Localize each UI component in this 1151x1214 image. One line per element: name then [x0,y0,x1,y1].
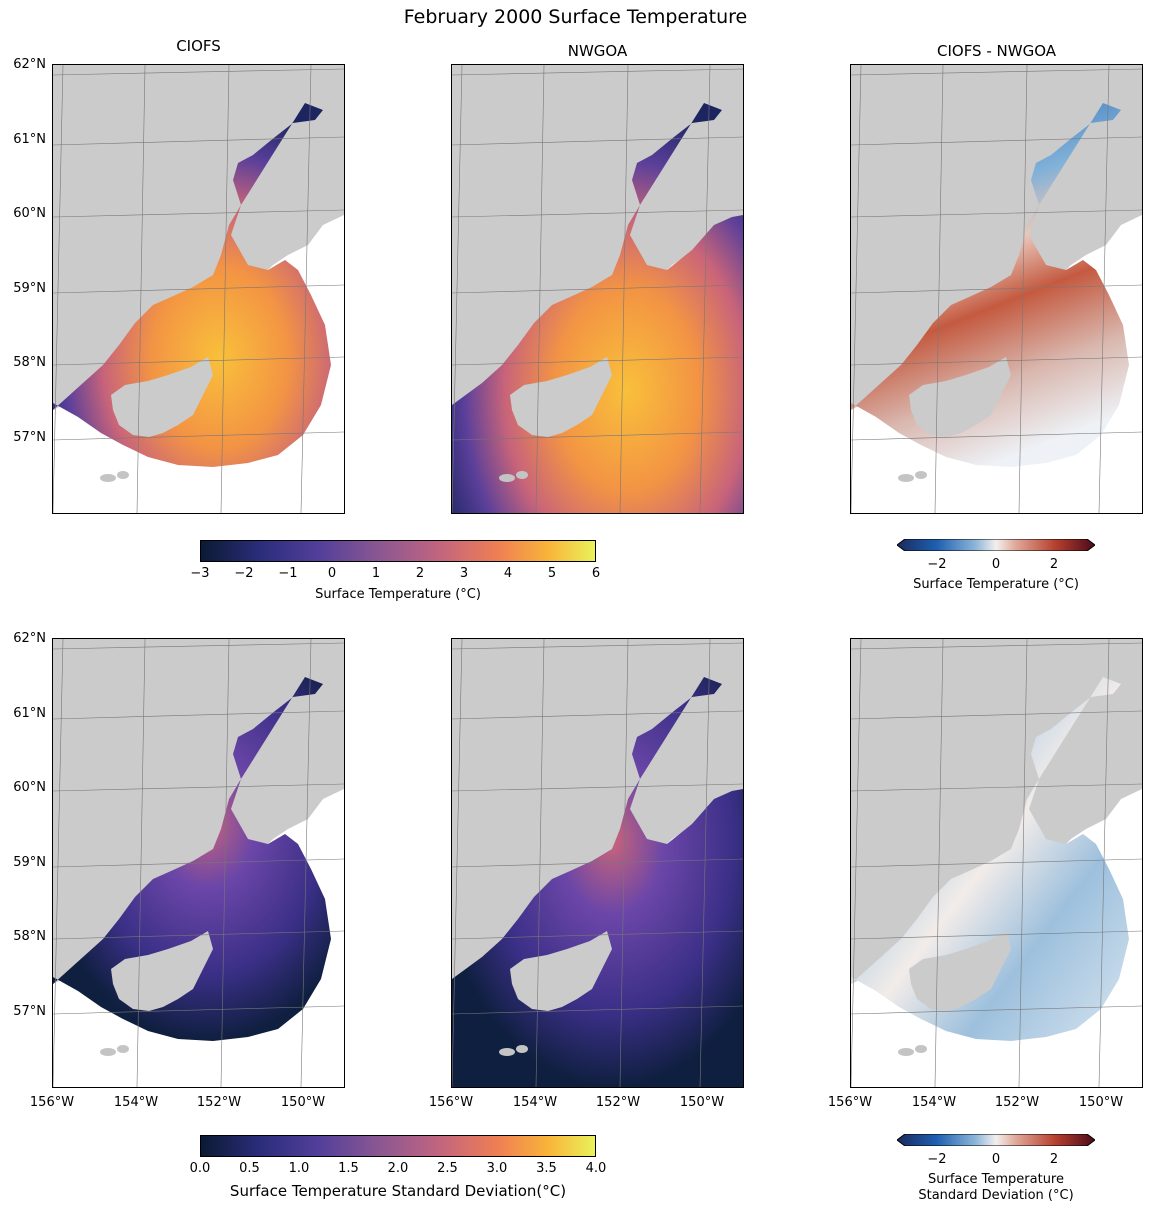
colorbar-tick: 2 [1049,557,1059,572]
colorbar-tick: 0.5 [239,1161,260,1176]
colorbar-tick: 0 [327,566,337,581]
colorbar-tick: 1.5 [338,1161,359,1176]
lon-label: 154°W [911,1095,957,1110]
water-field [53,103,331,467]
colorbar-tick: 2.5 [437,1161,458,1176]
lat-label: 58°N [13,355,46,370]
colorbar-tick: 2 [1049,1152,1059,1167]
colorbar-tick: 1 [371,566,381,581]
map-canvas [53,639,344,1087]
colorbar-stddev [200,1135,596,1157]
colorbar-tick: 5 [547,566,557,581]
lat-label: 60°N [13,780,46,795]
map-ciofs-stddev [52,638,345,1088]
colorbar-diff-temperature-label: Surface Temperature (°C) [913,577,1079,592]
water-field [851,103,1129,467]
map-ciofs-temperature [52,64,345,514]
lon-label: 156°W [29,1095,75,1110]
panel-title-nwgoa: NWGOA [567,42,628,60]
lat-label: 58°N [13,929,46,944]
water-field [851,677,1129,1041]
kodiak-island [111,931,213,1011]
panel-title-ciofs: CIOFS [176,37,221,55]
map-canvas [452,65,743,513]
colorbar-tick: 4 [503,566,513,581]
kodiak-island [510,357,612,437]
map-diff-stddev [850,638,1143,1088]
lon-label: 152°W [196,1095,242,1110]
map-canvas [452,639,743,1087]
panel-title-diff: CIOFS - NWGOA [936,42,1057,60]
small-island [516,1045,528,1053]
colorbar-tick: 3.5 [536,1161,557,1176]
lat-label: 57°N [13,1004,46,1019]
map-nwgoa-temperature [451,64,744,514]
small-island [117,471,129,479]
small-island [499,474,515,482]
lon-label: 150°W [280,1095,326,1110]
lat-label: 57°N [13,430,46,445]
water-field [53,677,331,1041]
lat-label: 62°N [13,631,46,646]
map-canvas [851,65,1142,513]
colorbar-diff-stddev-label-2: Standard Deviation (°C) [918,1188,1074,1203]
colorbar-tick: −1 [278,566,298,581]
colorbar-tick: −2 [234,566,254,581]
figure-title: February 2000 Surface Temperature [403,6,748,28]
colorbar-tick: 0.0 [189,1161,211,1176]
small-island [499,1048,515,1056]
map-canvas [851,639,1142,1087]
small-island [516,471,528,479]
lat-label: 59°N [13,855,46,870]
map-canvas [53,65,344,513]
map-nwgoa-stddev [451,638,744,1088]
colorbar-tick: 2 [415,566,425,581]
lat-label: 60°N [13,206,46,221]
lon-label: 150°W [679,1095,725,1110]
colorbar-diff-stddev-label-1: Surface Temperature [927,1172,1064,1187]
lon-label: 156°W [827,1095,873,1110]
colorbar-diff-stddev [897,1134,1095,1146]
lon-label: 150°W [1078,1095,1124,1110]
lon-label: 154°W [113,1095,159,1110]
lon-label: 154°W [512,1095,558,1110]
colorbar-tick: 3.0 [486,1161,508,1176]
colorbar-tick: 2.0 [387,1161,409,1176]
colorbar-diff-temperature [897,539,1095,551]
colorbar-tick: 3 [459,566,469,581]
lon-label: 156°W [428,1095,474,1110]
kodiak-island [111,357,213,437]
colorbar-tick: 4.0 [585,1161,607,1176]
lon-label: 152°W [595,1095,641,1110]
colorbar-stddev-label: Surface Temperature Standard Deviation(°… [229,1182,567,1200]
colorbar-tick: 1.0 [288,1161,310,1176]
kodiak-island [909,931,1011,1011]
small-island [915,471,927,479]
colorbar-tick: −2 [927,557,947,572]
lat-label: 59°N [13,281,46,296]
colorbar-tick: −2 [927,1152,947,1167]
kodiak-island [909,357,1011,437]
colorbar-tick: 0 [991,557,1001,572]
map-diff-temperature [850,64,1143,514]
lat-label: 61°N [13,706,46,721]
kodiak-island [510,931,612,1011]
colorbar-temperature-label: Surface Temperature (°C) [315,587,481,602]
colorbar-tick: −3 [190,566,210,581]
small-island [100,1048,116,1056]
colorbar-tick: 0 [991,1152,1001,1167]
colorbar-tick: 6 [591,566,601,581]
small-island [117,1045,129,1053]
lon-label: 152°W [994,1095,1040,1110]
lat-label: 62°N [13,57,46,72]
small-island [898,474,914,482]
small-island [915,1045,927,1053]
lat-label: 61°N [13,132,46,147]
colorbar-temperature [200,540,596,562]
small-island [898,1048,914,1056]
small-island [100,474,116,482]
